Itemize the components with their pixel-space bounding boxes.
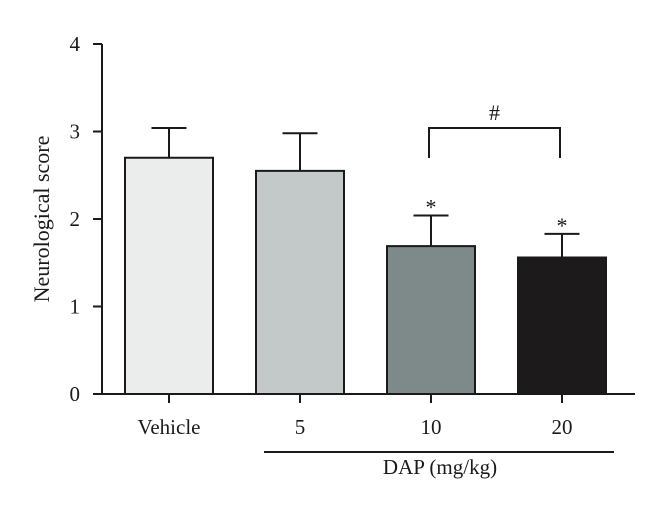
y-tick-label: 0 xyxy=(70,382,81,406)
x-axis: Vehicle 5 10 20 xyxy=(102,393,635,453)
bar-20 xyxy=(517,256,607,395)
bar-5 xyxy=(255,169,345,395)
x-tick-label: 20 xyxy=(552,415,573,439)
bar-10 xyxy=(386,245,476,395)
y-axis: 0 1 2 3 4 xyxy=(70,32,103,406)
bar-Vehicle xyxy=(124,156,214,395)
y-axis-label: Neurological score xyxy=(29,136,54,303)
x-tick-label: Vehicle xyxy=(138,415,201,439)
comparison-mark: # xyxy=(489,100,500,125)
group-label: DAP (mg/kg) xyxy=(383,455,497,479)
significance-mark: * xyxy=(426,195,437,220)
annotations: * * # xyxy=(426,100,568,238)
y-tick-label: 3 xyxy=(70,120,81,144)
y-tick-label: 1 xyxy=(70,295,81,319)
y-tick-label: 2 xyxy=(70,207,81,231)
comparison-bracket xyxy=(428,127,561,158)
x-tick-label: 10 xyxy=(421,415,442,439)
y-tick-label: 4 xyxy=(70,32,81,56)
bars xyxy=(124,127,607,395)
significance-mark: * xyxy=(557,213,568,238)
x-tick-label: 5 xyxy=(295,415,306,439)
